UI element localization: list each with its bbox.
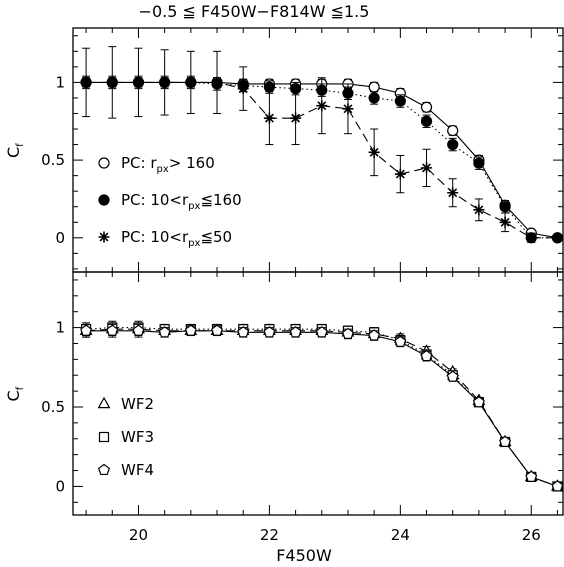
- data-point: [499, 435, 512, 447]
- data-point: [447, 138, 459, 151]
- data-point: [525, 470, 538, 482]
- data-point: [132, 324, 145, 336]
- data-point: [342, 103, 354, 115]
- data-point: [447, 124, 459, 137]
- data-point: [211, 324, 223, 336]
- data-point: [315, 326, 328, 338]
- y-axis-title: Cf: [4, 143, 26, 158]
- x-axis-title: F450W: [276, 546, 332, 565]
- data-point: [473, 157, 485, 169]
- data-point: [368, 81, 380, 93]
- y-tick-label: 0.5: [41, 151, 65, 169]
- legend-marker: [98, 157, 110, 169]
- legend-marker: [98, 231, 110, 243]
- data-point: [472, 395, 485, 408]
- y-tick-label: 1: [55, 319, 65, 337]
- data-point: [499, 201, 511, 213]
- data-point: [211, 76, 223, 88]
- legend-marker: [98, 431, 110, 443]
- legend-label: PC: rpx> 160: [121, 154, 215, 175]
- legend-label: WF2: [121, 395, 154, 413]
- data-point: [394, 168, 406, 180]
- y-tick-label: 0: [55, 229, 65, 247]
- legend-label: PC: 10<rpx≦160: [121, 191, 242, 212]
- y-tick-label: 0.5: [41, 398, 65, 416]
- legend-marker: [98, 463, 110, 476]
- data-point: [263, 81, 275, 93]
- x-tick-label: 22: [260, 526, 279, 544]
- data-point: [420, 349, 433, 362]
- data-point: [342, 327, 354, 339]
- legend-marker: [97, 396, 111, 409]
- x-tick-label: 24: [391, 526, 410, 544]
- data-point: [551, 480, 564, 492]
- data-point: [368, 92, 380, 104]
- data-point: [184, 324, 197, 336]
- data-point: [237, 83, 249, 95]
- data-point: [263, 326, 276, 338]
- series-line: [86, 327, 558, 487]
- panel-top: 0 0.5 1 Cf PC: rpx> 160 PC: 10<rpx≦160 PC: 10<…: [4, 27, 564, 273]
- plot-frame: [72, 271, 564, 516]
- data-point: [420, 115, 433, 127]
- x-tick-label: 20: [129, 526, 148, 544]
- y-tick-label: 0: [55, 477, 65, 495]
- data-point: [316, 100, 328, 112]
- panel-bottom: 0 0.5 1 Cf WF2 WF3 WF4 20 22 24 26: [4, 271, 564, 544]
- data-point: [185, 76, 197, 88]
- data-point: [394, 95, 406, 107]
- data-point: [106, 76, 118, 88]
- y-axis-title: Cf: [4, 386, 26, 401]
- legend-label: WF4: [121, 461, 154, 479]
- series-1-2: [80, 323, 564, 492]
- data-point: [106, 324, 119, 336]
- chart-title: −0.5 ≦ F450W−F814W ≦1.5: [139, 2, 370, 21]
- legend-label: PC: 10<rpx≦50: [121, 228, 232, 249]
- series-line: [86, 328, 558, 487]
- y-tick-label: 1: [55, 73, 65, 91]
- data-point: [263, 112, 275, 124]
- data-point: [420, 101, 433, 113]
- data-point: [237, 326, 250, 338]
- data-point: [289, 326, 302, 338]
- series-0-2: [80, 46, 563, 244]
- data-point: [368, 329, 381, 341]
- series-line: [86, 330, 558, 487]
- legend-label: WF3: [121, 428, 154, 446]
- data-point: [421, 162, 433, 174]
- x-tick-label: 26: [522, 526, 541, 544]
- data-point: [80, 76, 92, 88]
- data-point: [551, 232, 563, 244]
- legend-marker: [98, 194, 110, 206]
- data-point: [80, 324, 93, 336]
- data-point: [368, 146, 380, 158]
- data-point: [159, 76, 171, 88]
- data-point: [499, 216, 511, 228]
- data-point: [132, 76, 144, 88]
- data-point: [525, 232, 537, 244]
- data-point: [158, 326, 171, 338]
- data-point: [447, 187, 459, 199]
- data-point: [290, 112, 302, 124]
- data-point: [446, 370, 459, 382]
- data-point: [394, 335, 407, 347]
- data-point: [473, 204, 485, 216]
